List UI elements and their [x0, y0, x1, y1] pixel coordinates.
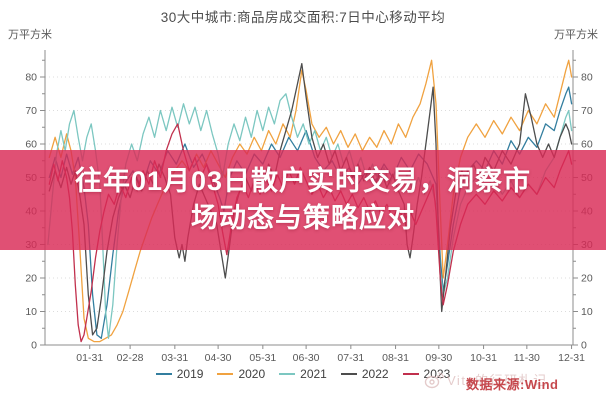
x-tick-label: 10-31 — [470, 352, 497, 364]
x-tick-label: 09-30 — [425, 352, 452, 364]
y-tick-label-left: 0 — [31, 340, 37, 352]
y-tick-label-right: 0 — [581, 340, 587, 352]
legend-swatch-2019 — [155, 373, 172, 375]
legend-item-2020: 2020 — [217, 367, 265, 381]
legend-item-2019: 2019 — [155, 367, 204, 381]
x-tick-label: 08-31 — [382, 352, 409, 364]
y-tick-label-left: 60 — [25, 139, 37, 151]
x-tick-label: 01-31 — [76, 352, 103, 364]
x-tick-label: 12-31 — [558, 352, 585, 364]
legend-swatch-2020 — [217, 373, 234, 375]
x-tick-label: 06-30 — [293, 352, 320, 364]
x-tick-label: 11-30 — [514, 352, 540, 364]
legend-item-2022: 2022 — [340, 367, 389, 381]
watermark-handle: Vitu的行研札记 — [424, 370, 548, 389]
watermark: Vitu的行研札记 数据来源:Wind — [424, 369, 600, 395]
y-tick-label-left: 10 — [25, 306, 37, 318]
legend-label-2022: 2022 — [361, 367, 389, 381]
y-tick-label-left: 70 — [25, 105, 37, 117]
legend-swatch-2021 — [279, 373, 296, 375]
watermark-handle-text: Vitu的行研札记 — [447, 373, 548, 388]
legend-swatch-2023 — [402, 373, 419, 375]
y-tick-label-right: 20 — [581, 273, 593, 285]
legend-label-2020: 2020 — [238, 367, 266, 381]
legend-label-2021: 2021 — [300, 367, 327, 381]
headline-overlay-banner: 往年01月03日散户实时交易，洞察市 场动态与策略应对 — [0, 150, 606, 250]
chart-title: 30大中城市:商品房成交面积:7日中心移动平均 — [160, 10, 446, 25]
legend-item-2023: 2023 — [402, 367, 451, 381]
y-tick-label-left: 80 — [25, 72, 37, 84]
series-line-2020 — [48, 59, 573, 343]
x-axis-ticks: 01-31 02-28 03-31 04-30 05-31 06-30 07-31 08-31… — [76, 345, 585, 364]
x-tick-label: 04-30 — [205, 352, 232, 364]
weibo-logo-icon — [424, 371, 444, 388]
x-tick-label: 05-31 — [249, 352, 276, 364]
y-tick-label-right: 80 — [581, 72, 593, 84]
watermark-source-text: 数据来源:Wind — [466, 377, 559, 392]
x-tick-label: 02-28 — [117, 352, 144, 364]
x-tick-label: 03-31 — [161, 352, 188, 364]
headline-line-1: 往年01月03日散户实时交易，洞察市 — [74, 166, 532, 196]
headline-line-2: 场动态与策略应对 — [191, 203, 415, 233]
y-tick-label-left: 20 — [25, 273, 37, 285]
legend-swatch-2022 — [340, 373, 357, 375]
legend-label-2019: 2019 — [176, 367, 204, 381]
y-tick-label-right: 70 — [581, 105, 593, 117]
legend-label-2023: 2023 — [423, 367, 451, 381]
y-tick-label-right: 60 — [581, 139, 593, 151]
y-axis-unit-right: 万平方米 — [554, 29, 598, 41]
y-tick-label-right: 10 — [581, 306, 593, 318]
legend-item-2021: 2021 — [279, 367, 327, 381]
chart-legend: 2019 2020 2021 2022 2023 — [0, 367, 606, 381]
y-axis-unit-left: 万平方米 — [8, 29, 52, 41]
x-tick-label: 07-31 — [337, 352, 364, 364]
